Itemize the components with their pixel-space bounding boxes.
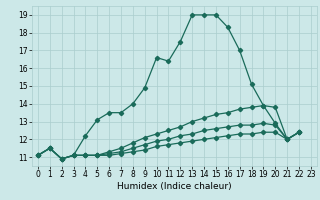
X-axis label: Humidex (Indice chaleur): Humidex (Indice chaleur): [117, 182, 232, 191]
